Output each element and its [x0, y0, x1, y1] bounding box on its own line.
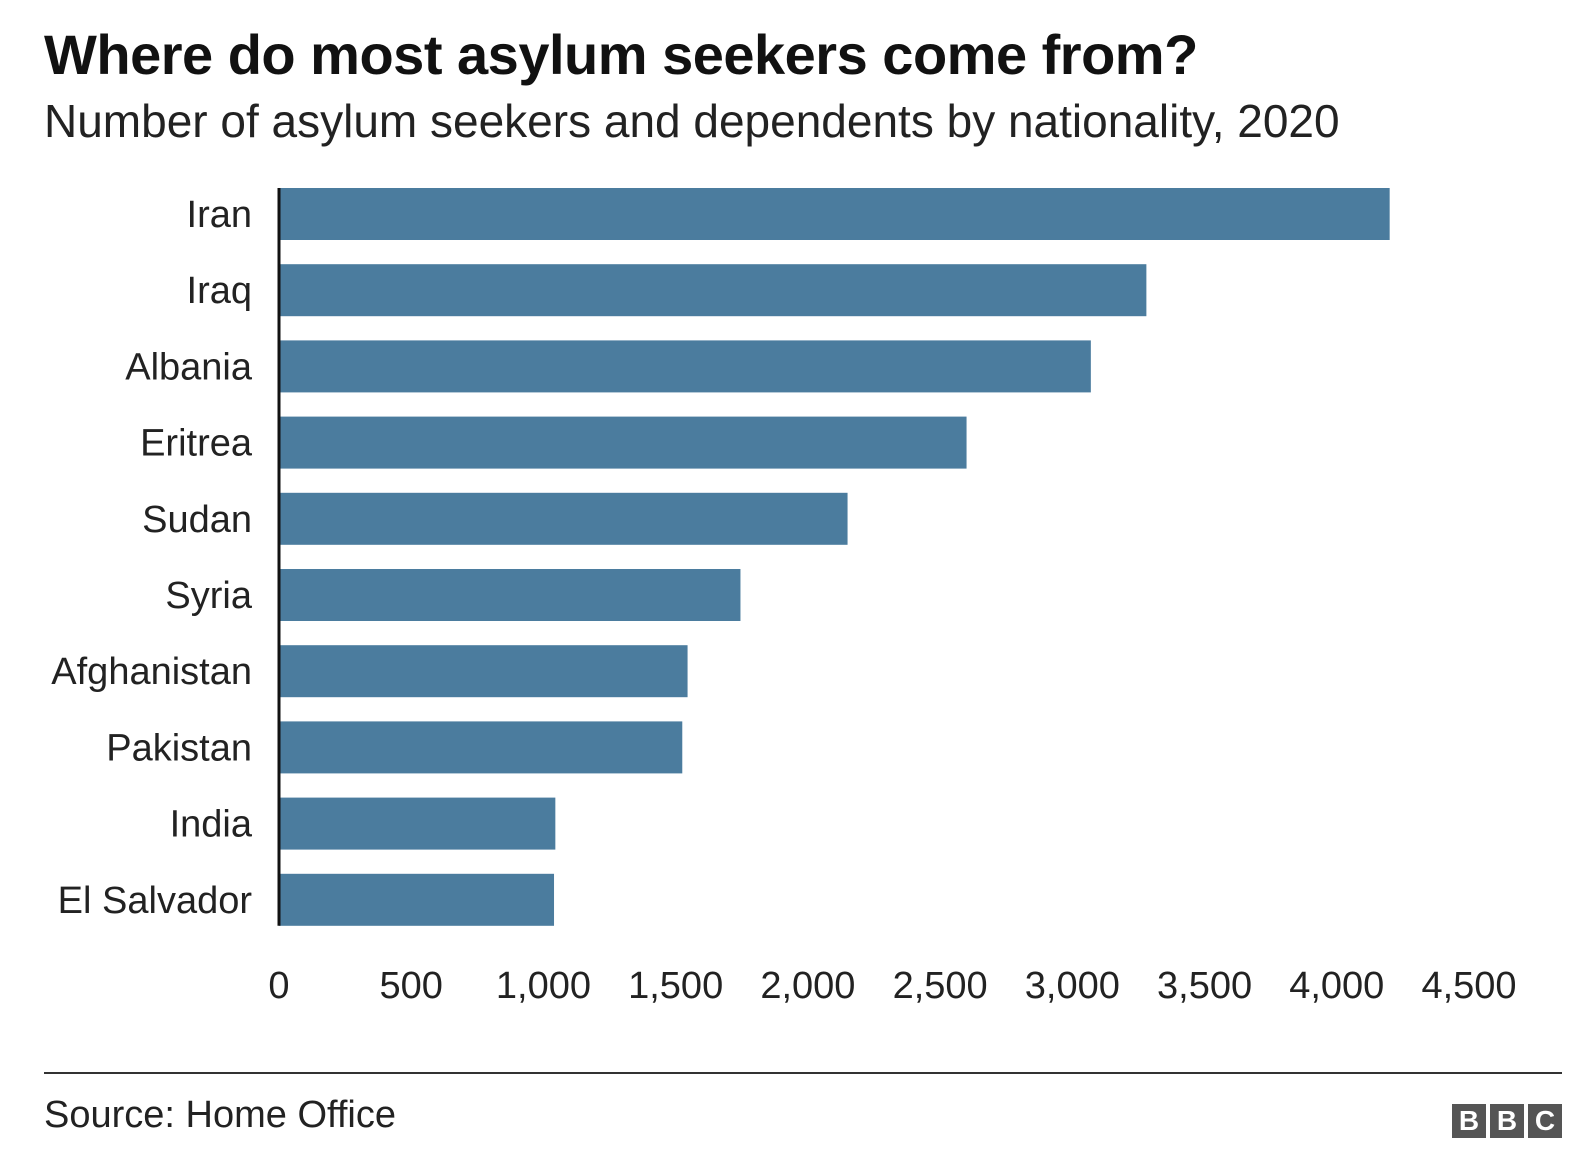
x-tick-label-4000: 4,000 — [1289, 965, 1384, 1007]
category-label-iraq: Iraq — [187, 270, 252, 312]
bar-india — [279, 797, 556, 850]
x-tick-label-1000: 1,000 — [496, 965, 591, 1007]
x-tick-label-1500: 1,500 — [628, 965, 723, 1007]
bar-iraq — [279, 264, 1147, 317]
x-tick-label-0: 0 — [268, 965, 289, 1007]
bar-chart: Iran Iraq Albania Eritrea Sudan Syria Afghanis… — [51, 188, 1517, 1007]
bar-el-salvador — [279, 873, 555, 926]
category-label-albania: Albania — [125, 346, 253, 388]
category-label-sudan: Sudan — [142, 499, 252, 541]
logo-letter-b1: B — [1452, 1104, 1486, 1138]
footer-divider — [44, 1072, 1562, 1074]
bar-albania — [279, 340, 1091, 393]
category-label-syria: Syria — [165, 575, 252, 617]
logo-letter-c: C — [1528, 1104, 1562, 1138]
x-tick-label-2000: 2,000 — [760, 965, 855, 1007]
bar-afghanistan — [279, 645, 688, 698]
x-tick-label-500: 500 — [380, 965, 443, 1007]
bar-sudan — [279, 492, 848, 545]
category-label-pakistan: Pakistan — [106, 727, 252, 769]
bar-pakistan — [279, 721, 683, 774]
logo-letter-b2: B — [1490, 1104, 1524, 1138]
bar-syria — [279, 569, 741, 621]
x-tick-label-3000: 3,000 — [1025, 965, 1120, 1007]
bbc-logo: B B C — [1452, 1104, 1562, 1138]
bar-eritrea — [279, 416, 967, 469]
source-note: Source: Home Office — [44, 1094, 397, 1136]
category-label-afghanistan: Afghanistan — [51, 651, 252, 693]
x-tick-label-4500: 4,500 — [1421, 965, 1516, 1007]
chart-title: Where do most asylum seekers come from? — [44, 23, 1198, 86]
category-label-el-salvador: El Salvador — [58, 880, 253, 922]
category-label-india: India — [170, 804, 253, 846]
x-tick-label-3500: 3,500 — [1157, 965, 1252, 1007]
category-label-eritrea: Eritrea — [140, 423, 253, 465]
chart-subtitle: Number of asylum seekers and dependents … — [44, 95, 1340, 147]
category-label-iran: Iran — [187, 194, 252, 236]
x-tick-label-2500: 2,500 — [893, 965, 988, 1007]
bar-iran — [279, 188, 1390, 240]
